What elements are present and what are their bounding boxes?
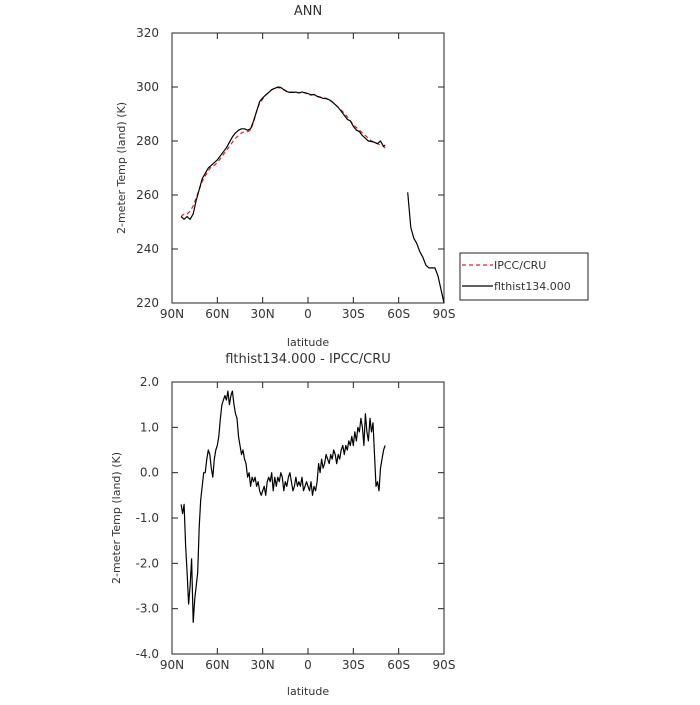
y-tick-label: 240	[136, 242, 159, 256]
plot-lines	[180, 86, 445, 304]
bottom-panel-difference: flthist134.000 - IPCC/CRU latitude 2-met…	[110, 352, 455, 698]
x-tick-label: 0	[304, 307, 312, 321]
x-tick-label: 90N	[160, 307, 184, 321]
y-axis-label: 2-meter Temp (land) (K)	[115, 102, 128, 234]
y-tick-label: 280	[136, 134, 159, 148]
x-tick-label: 90N	[160, 658, 184, 672]
x-tick-label: 30N	[251, 658, 275, 672]
legend-label-ipcc-cru: IPCC/CRU	[494, 259, 546, 272]
x-tick-label: 60N	[205, 307, 229, 321]
x-axis: 90N 60N 30N 0 30S 60S 90S	[160, 382, 456, 672]
legend-label-flthist: flthist134.000	[494, 280, 571, 293]
y-tick-label: -2.0	[136, 556, 159, 570]
y-tick-label: 0.0	[140, 466, 159, 480]
x-tick-label: 90S	[433, 658, 456, 672]
y-axis: -4.0 -3.0 -2.0 -1.0 0.0 1.0 2.0	[136, 375, 444, 661]
plot-frame	[171, 32, 445, 304]
legend-box	[459, 252, 589, 301]
series-line-difference	[180, 390, 386, 623]
x-tick-label: 0	[304, 658, 312, 672]
y-axis-label: 2-meter Temp (land) (K)	[110, 452, 123, 584]
series-line-ipcc-cru	[180, 86, 386, 218]
y-tick-label: 2.0	[140, 375, 159, 389]
x-axis-label: latitude	[287, 685, 329, 698]
y-tick-label: -3.0	[136, 602, 159, 616]
x-tick-label: 30S	[342, 658, 365, 672]
y-tick-label: 220	[136, 296, 159, 310]
x-tick-label: 90S	[433, 307, 456, 321]
series-line-flthist134-000	[180, 86, 386, 220]
x-tick-label: 30N	[251, 307, 275, 321]
y-tick-label: 1.0	[140, 420, 159, 434]
y-tick-label: 260	[136, 188, 159, 202]
y-tick-label: -1.0	[136, 511, 159, 525]
chart-title: ANN	[294, 4, 322, 19]
plot-frame	[171, 381, 445, 655]
x-tick-label: 60N	[205, 658, 229, 672]
x-axis-label: latitude	[287, 336, 329, 349]
x-tick-label: 60S	[387, 658, 410, 672]
plot-lines	[180, 390, 386, 623]
series-line-flthist134-000	[407, 192, 445, 304]
x-tick-label: 60S	[387, 307, 410, 321]
y-axis: 220 240 260 280 300 320	[136, 26, 444, 310]
chart-title: flthist134.000 - IPCC/CRU	[225, 352, 391, 367]
top-panel-temperature: ANN latitude 2-meter Temp (land) (K) 90N…	[115, 4, 589, 349]
x-axis: 90N 60N 30N 0 30S 60S 90S	[160, 33, 456, 321]
y-tick-label: -4.0	[136, 647, 159, 661]
y-tick-label: 320	[136, 26, 159, 40]
y-tick-label: 300	[136, 80, 159, 94]
legend: IPCC/CRU flthist134.000	[459, 252, 589, 301]
x-tick-label: 30S	[342, 307, 365, 321]
